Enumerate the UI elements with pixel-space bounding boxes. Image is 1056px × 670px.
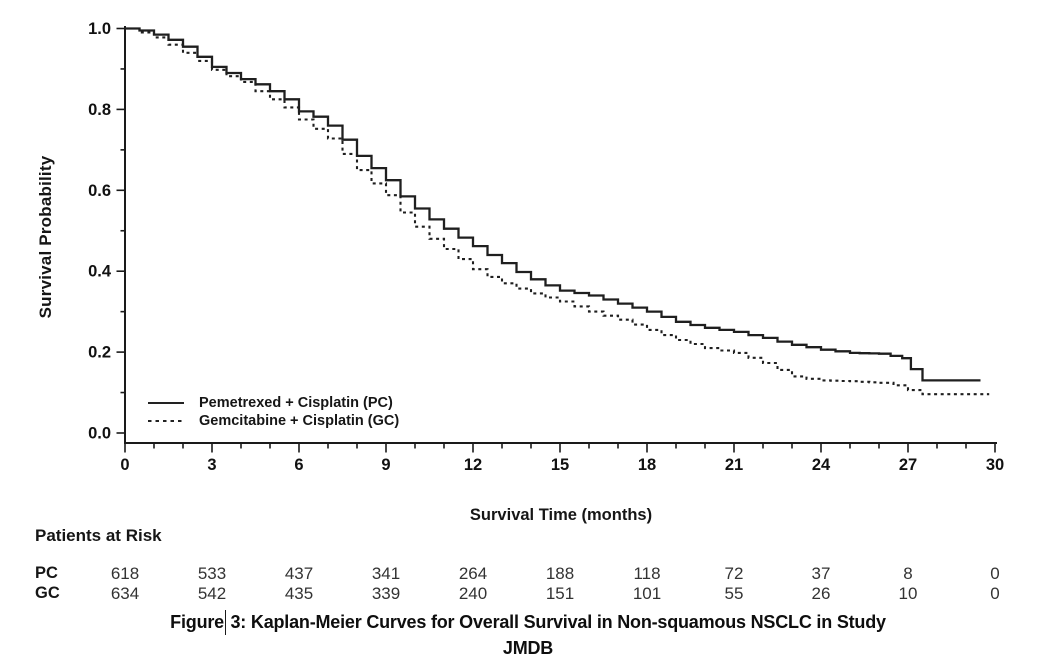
legend-item-gc: Gemcitabine + Cisplatin (GC) [148,412,399,430]
atrisk-count-gc-m21: 55 [724,584,744,603]
svg-text:0.2: 0.2 [88,344,111,362]
svg-text:12: 12 [464,456,482,474]
text-cursor [224,609,227,635]
curve-pc [125,27,981,382]
caption-rest: 3: Kaplan-Meier Curves for Overall Survi… [230,612,886,632]
atrisk-count-gc-m6: 435 [284,584,314,603]
axes [124,26,997,444]
svg-text:18: 18 [638,456,656,474]
svg-text:9: 9 [381,456,390,474]
legend: Pemetrexed + Cisplatin (PC) Gemcitabine … [148,394,399,430]
svg-text:0: 0 [120,456,129,474]
atrisk-count-pc-m24: 37 [811,564,831,583]
tick-labels: 0.0 0.2 0.4 0.6 0.8 1.0 0 3 6 9 12 15 18 21 24 27 30 [88,20,1004,474]
atrisk-count-gc-m18: 101 [632,584,662,603]
atrisk-count-pc-m27: 8 [903,564,913,583]
figure-caption: Figure 3: Kaplan-Meier Curves for Overall… [0,609,1056,661]
svg-text:30: 30 [986,456,1004,474]
svg-text:0.0: 0.0 [88,425,111,443]
svg-text:21: 21 [725,456,743,474]
caption-word-figure: Figure [170,612,224,632]
caption-line-2: JMDB [502,637,554,658]
legend-item-pc: Pemetrexed + Cisplatin (PC) [148,394,399,412]
atrisk-count-pc-m9: 341 [371,564,401,583]
atrisk-count-pc-m6: 437 [284,564,314,583]
patients-at-risk-header: Patients at Risk [35,526,162,545]
atrisk-count-gc-m15: 151 [545,584,575,603]
km-chart-canvas: 0.0 0.2 0.4 0.6 0.8 1.0 0 3 6 9 12 15 18 21 24 27 30 [88,20,1004,474]
atrisk-count-gc-m24: 26 [811,584,831,603]
ticks [116,27,996,453]
dotted-line-swatch-icon [148,419,184,423]
svg-text:6: 6 [294,456,303,474]
svg-text:24: 24 [812,456,831,474]
svg-text:0.8: 0.8 [88,101,111,119]
atrisk-count-pc-m30: 0 [990,564,1000,583]
x-axis-title: Survival Time (months) [469,506,653,524]
svg-text:3: 3 [207,456,216,474]
atrisk-count-gc-m27: 10 [898,584,918,603]
svg-text:0.4: 0.4 [88,263,112,281]
atrisk-count-gc-m9: 339 [371,584,401,603]
atrisk-row-label-gc: GC [35,584,60,602]
atrisk-count-pc-m12: 264 [458,564,488,583]
svg-text:0.6: 0.6 [88,182,111,200]
atrisk-row-label-pc: PC [35,564,58,582]
y-axis-title: Survival Probability [36,155,55,319]
svg-text:27: 27 [899,456,917,474]
curve-gc [125,27,990,396]
atrisk-count-gc-m12: 240 [458,584,488,603]
svg-text:15: 15 [551,456,569,474]
legend-label-gc: Gemcitabine + Cisplatin (GC) [199,413,400,429]
atrisk-count-pc-m15: 188 [545,564,575,583]
legend-label-pc: Pemetrexed + Cisplatin (PC) [199,395,393,411]
atrisk-count-gc-m3: 542 [197,584,227,603]
atrisk-count-pc-m18: 118 [633,564,661,583]
svg-text:1.0: 1.0 [88,20,111,38]
atrisk-count-pc-m3: 533 [197,564,227,583]
atrisk-count-pc-m21: 72 [724,564,744,583]
caption-line-1: Figure 3: Kaplan-Meier Curves for Overall… [0,609,1056,636]
atrisk-count-gc-m0: 634 [110,584,140,603]
atrisk-count-pc-m0: 618 [110,564,140,583]
atrisk-count-gc-m30: 0 [990,584,1000,603]
solid-line-swatch-icon [148,401,184,405]
